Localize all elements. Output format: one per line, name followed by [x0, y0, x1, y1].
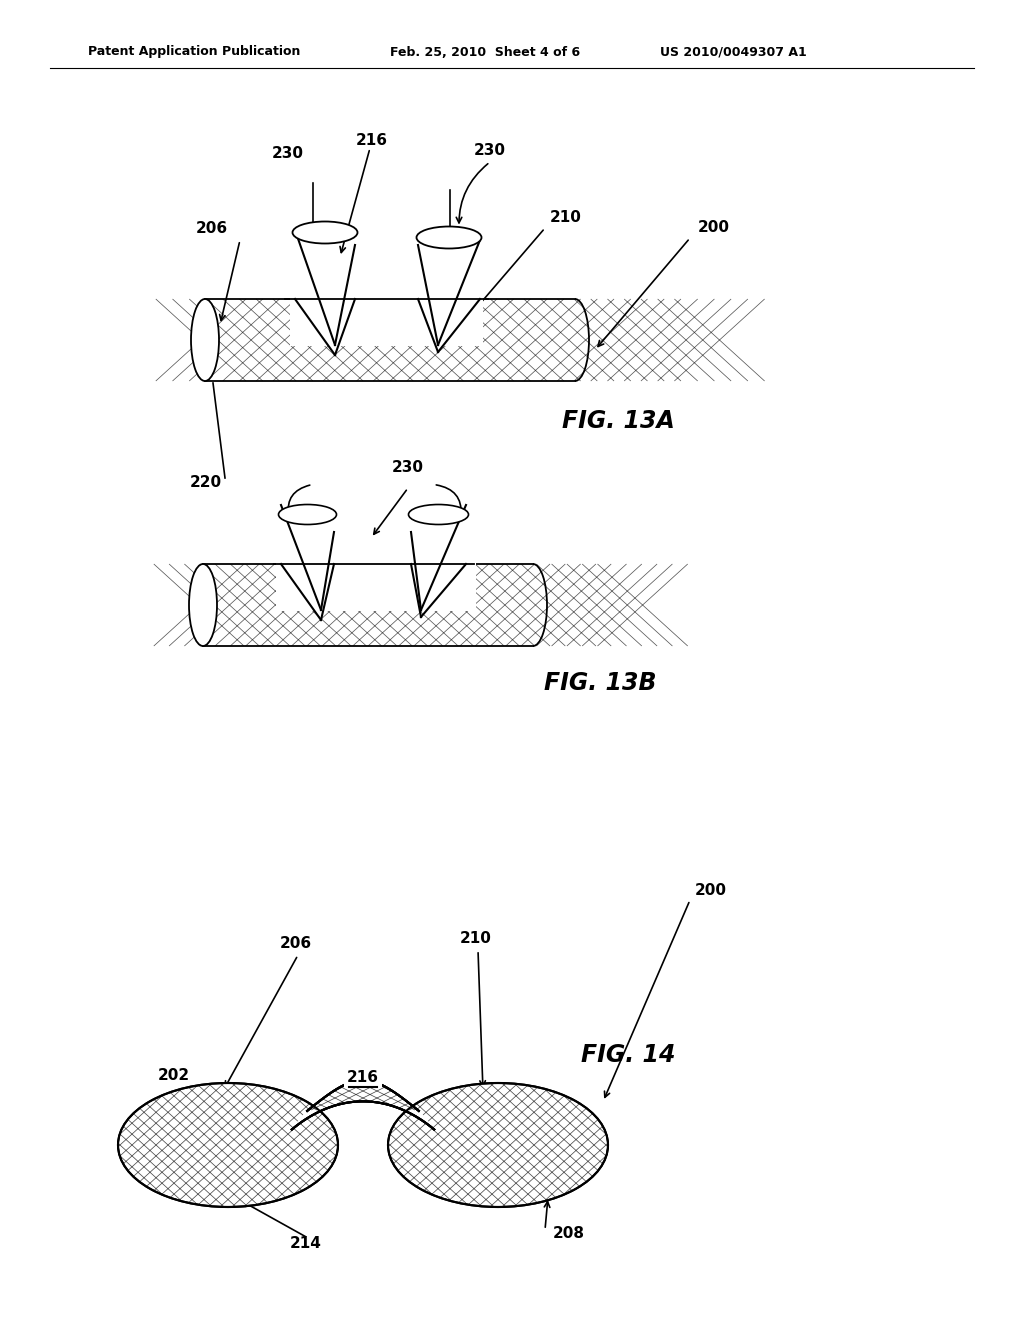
Text: FIG. 14: FIG. 14 — [581, 1043, 675, 1067]
Text: FIG. 13B: FIG. 13B — [544, 671, 656, 696]
Ellipse shape — [293, 222, 357, 243]
Text: 230: 230 — [272, 147, 304, 161]
Bar — [290, 297, 483, 346]
Polygon shape — [292, 1080, 434, 1130]
Text: 214: 214 — [290, 1236, 322, 1251]
Text: US 2010/0049307 A1: US 2010/0049307 A1 — [660, 45, 807, 58]
Text: 220: 220 — [189, 475, 222, 490]
Ellipse shape — [189, 564, 217, 645]
Text: 206: 206 — [196, 220, 228, 236]
Text: 210: 210 — [460, 931, 492, 946]
Text: 208: 208 — [553, 1226, 585, 1241]
Text: 216: 216 — [347, 1071, 379, 1085]
Polygon shape — [292, 1080, 434, 1130]
Text: 230: 230 — [392, 459, 424, 475]
Text: 230: 230 — [474, 143, 506, 158]
Ellipse shape — [409, 504, 469, 524]
Ellipse shape — [118, 1082, 338, 1206]
Text: 200: 200 — [695, 883, 727, 898]
Text: 206: 206 — [280, 936, 312, 950]
Ellipse shape — [191, 300, 219, 381]
Ellipse shape — [279, 504, 337, 524]
Ellipse shape — [417, 227, 481, 248]
Text: FIG. 13A: FIG. 13A — [561, 409, 675, 433]
Text: 200: 200 — [698, 220, 730, 235]
Ellipse shape — [388, 1082, 608, 1206]
Bar — [276, 562, 476, 611]
Text: 216: 216 — [356, 133, 388, 148]
Text: Patent Application Publication: Patent Application Publication — [88, 45, 300, 58]
Text: 210: 210 — [550, 210, 582, 224]
Text: Feb. 25, 2010  Sheet 4 of 6: Feb. 25, 2010 Sheet 4 of 6 — [390, 45, 581, 58]
Text: 202: 202 — [158, 1068, 190, 1082]
